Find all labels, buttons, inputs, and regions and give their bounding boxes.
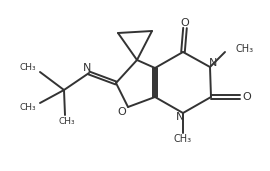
Text: N: N: [176, 112, 184, 122]
Text: CH₃: CH₃: [20, 62, 36, 71]
Text: N: N: [83, 63, 91, 73]
Text: O: O: [118, 107, 126, 117]
Text: N: N: [209, 58, 217, 68]
Text: O: O: [243, 92, 251, 102]
Text: CH₃: CH₃: [59, 116, 75, 126]
Text: CH₃: CH₃: [235, 44, 253, 54]
Text: CH₃: CH₃: [20, 102, 36, 111]
Text: O: O: [181, 18, 189, 28]
Text: CH₃: CH₃: [174, 134, 192, 144]
